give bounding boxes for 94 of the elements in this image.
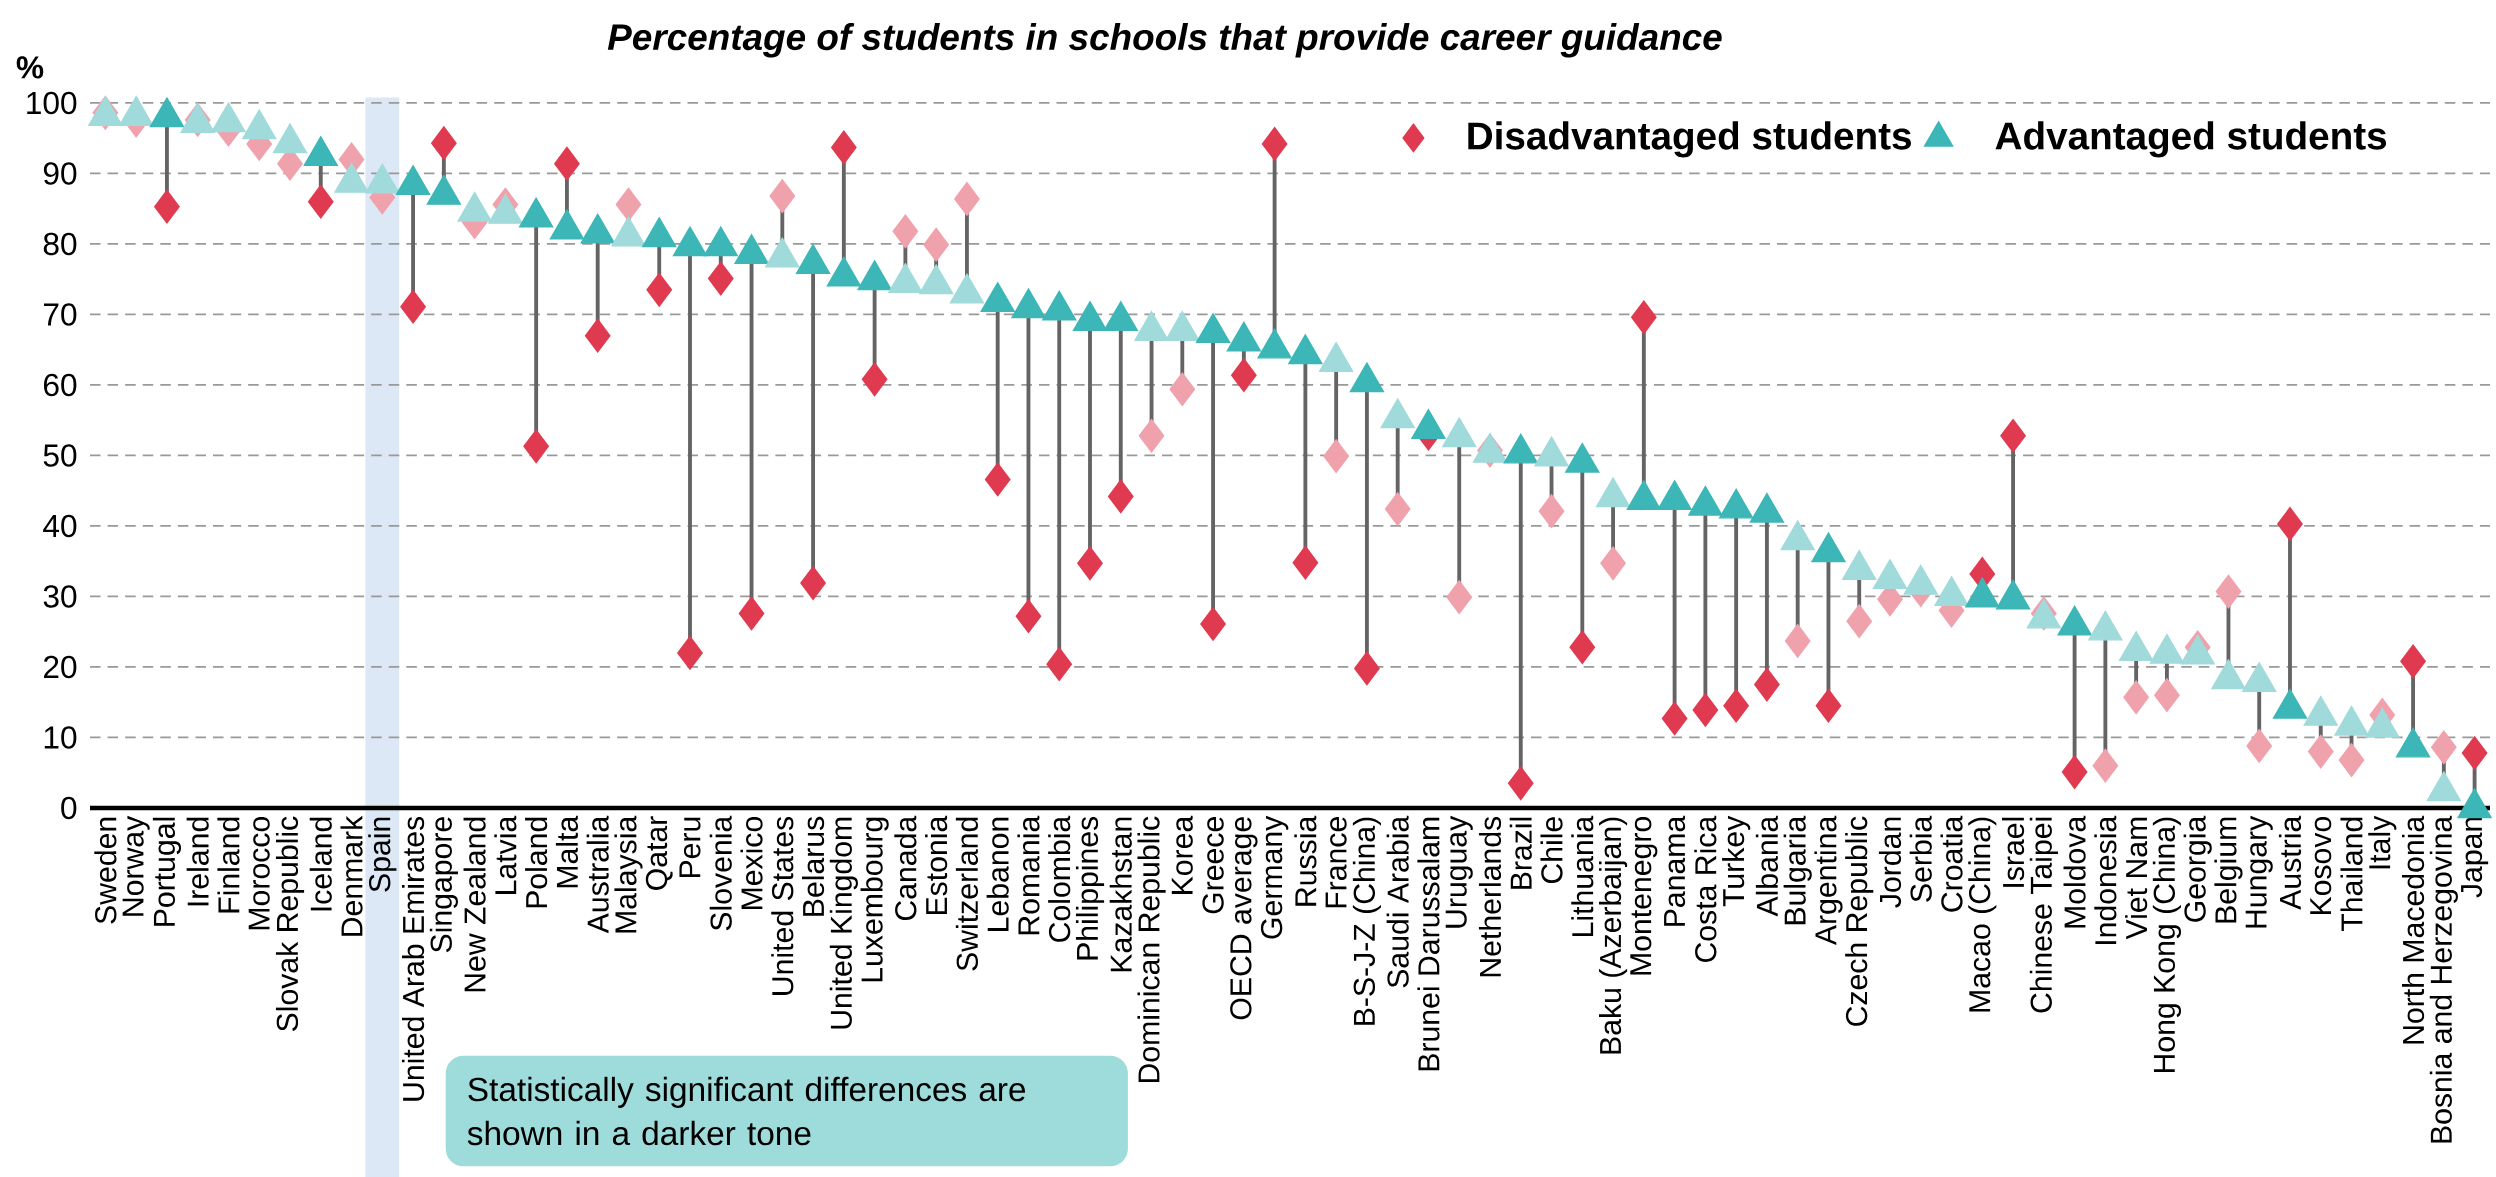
x-tick-label: United Arab Emirates	[402, 816, 425, 1101]
y-tick-label: 20	[44, 655, 77, 679]
x-tick-label: Korea	[1171, 815, 1193, 894]
x-tick-label: Uruguay	[1445, 815, 1473, 928]
x-tick-label: Hungary	[2245, 815, 2273, 928]
x-tick-label: Qatar	[645, 816, 673, 890]
x-tick-label: Switzerland	[955, 817, 978, 971]
x-tick-label: Bosnia and Herzegovina	[2429, 815, 2458, 1143]
y-tick-label: 10	[44, 726, 77, 749]
x-tick-label: Lithuania	[1571, 815, 1594, 936]
x-tick-label: United States	[771, 816, 794, 995]
x-tick-label: Belgium	[2214, 817, 2243, 923]
x-tick-label: Luxembourg	[860, 817, 889, 982]
chart-title: Percentage of students in schools that provide career guidance	[607, 23, 1722, 58]
x-tick-label: Iceland	[309, 817, 332, 911]
x-tick-label: Finland	[217, 817, 240, 913]
x-tick-label: Turkey	[1722, 815, 1751, 907]
x-tick-label: Chile	[1540, 817, 1563, 884]
x-tick-label: Serbia	[1909, 815, 1932, 902]
x-tick-label: Croatia	[1940, 815, 1963, 912]
x-tick-label: Kosovo	[2310, 817, 2332, 915]
x-tick-label: Viet Nam	[2125, 817, 2148, 940]
x-tick-label: Dominican Republic	[1137, 816, 1166, 1083]
text: Statistically significant differences are shown in a darker tone	[467, 1076, 1026, 1146]
x-tick-label: Portugal	[152, 817, 182, 926]
x-tick-label: Singapore	[429, 817, 458, 953]
x-tick-label: Georgia	[2183, 815, 2212, 922]
x-tick-label: Ireland	[186, 817, 209, 906]
x-tick-label: Czech Republic	[1845, 816, 1874, 1026]
x-tick-label: Moldova	[2063, 815, 2086, 928]
x-tick-label: OECD average	[1230, 817, 1258, 1020]
x-tick-label: Germany	[1260, 815, 1289, 939]
x-tick-label: Slovenia	[709, 815, 732, 931]
x-tick-label: Sweden	[94, 817, 117, 924]
x-tick-label: North Macedonia	[2401, 815, 2425, 1044]
x-tick-label: Russia	[1294, 815, 1317, 906]
x-tick-label: Mexico	[740, 817, 763, 909]
x-tick-label: Norway	[122, 815, 150, 916]
x-tick-label: Baku (Azerbaijan)	[1599, 817, 1628, 1054]
x-tick-label: Spain	[368, 817, 397, 892]
legend-label: Disadvantaged students	[1468, 121, 1911, 158]
y-tick-label: 90	[43, 162, 77, 185]
x-tick-label: New Zealand	[463, 817, 486, 992]
x-tick-label: Costa Rica	[1694, 815, 1717, 963]
x-tick-label: Greece	[1202, 817, 1224, 914]
y-axis-title: %	[16, 56, 44, 79]
x-tick-label: Italy	[2368, 815, 2397, 869]
x-tick-label: Malta	[555, 815, 578, 888]
x-tick-label: Israel	[2001, 817, 2025, 887]
x-tick-label: Chinese Taipei	[2029, 817, 2058, 1013]
legend-label: Advantaged students	[1995, 121, 2387, 158]
x-tick-label: Morocco	[248, 817, 270, 930]
y-tick-label: 80	[43, 232, 77, 256]
y-tick-label: 100	[27, 91, 77, 115]
x-tick-label: Slovak Republic	[275, 816, 305, 1032]
x-tick-label: Bulgaria	[1783, 815, 1812, 925]
x-tick-label: Estonia	[925, 815, 948, 915]
x-tick-label: Japan	[2461, 817, 2489, 898]
y-tick-label: 40	[43, 514, 77, 538]
x-tick-label: Albania	[1755, 815, 1778, 917]
x-tick-label: Jordan	[1878, 817, 1902, 908]
x-tick-label: Netherlands	[1478, 816, 1502, 977]
x-tick-label: Hong Kong (China)	[2152, 817, 2182, 1072]
x-tick-label: France	[1325, 817, 1347, 908]
x-tick-label: Denmark	[340, 815, 363, 936]
x-tick-label: Canada	[894, 815, 917, 921]
x-tick-label: B-S-J-Z (China)	[1352, 817, 1381, 1025]
x-tick-label: Poland	[525, 817, 548, 908]
x-tick-label: Panama	[1664, 815, 1686, 926]
y-tick-label: 70	[44, 303, 77, 326]
x-tick-label: Brunei Darussalam	[1417, 817, 1440, 1071]
x-tick-label: Australia	[586, 815, 609, 934]
x-tick-label: Macao (China)	[1968, 817, 1997, 1012]
x-tick-label: Philippines	[1075, 816, 1105, 960]
x-tick-label: Kazakhstan	[1109, 817, 1132, 972]
x-tick-label: Latvia	[494, 815, 517, 894]
x-tick-label: Brazil	[1509, 817, 1532, 889]
x-tick-label: Saudi Arabia	[1386, 815, 1409, 988]
x-tick-label: Argentina	[1814, 815, 1843, 946]
y-tick-label: 0	[61, 796, 77, 820]
x-tick-label: Romania	[1017, 815, 1040, 935]
x-tick-label: Peru	[679, 817, 701, 878]
x-tick-label: Malaysia	[614, 815, 643, 933]
y-tick-label: 30	[43, 585, 77, 608]
x-tick-label: United Kingdom	[829, 817, 858, 1029]
y-tick-label: 50	[43, 444, 77, 467]
x-tick-label: Lebanon	[986, 817, 1009, 931]
x-tick-label: Austria	[2278, 815, 2302, 910]
x-tick-label: Colombia	[1048, 815, 1071, 942]
x-tick-label: Thailand	[2340, 817, 2363, 932]
x-tick-label: Indonesia	[2094, 815, 2117, 945]
x-tick-label: Belarus	[802, 816, 825, 916]
x-tick-label: Montenegro	[1630, 817, 1658, 975]
y-tick-label: 60	[44, 373, 77, 397]
